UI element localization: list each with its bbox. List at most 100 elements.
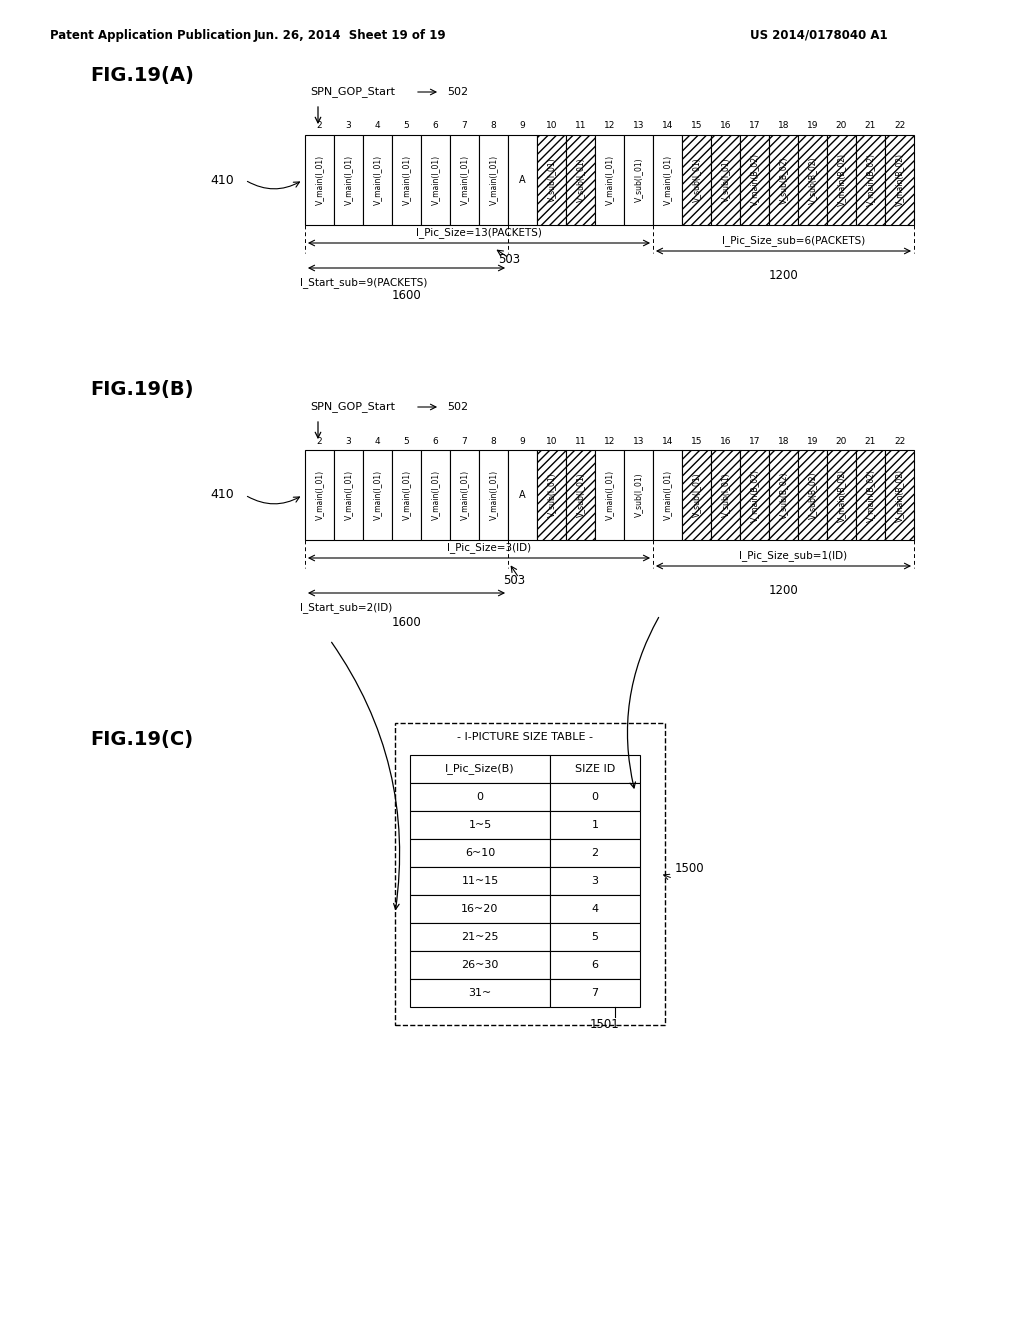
Text: 1500: 1500 xyxy=(675,862,705,875)
Text: V_sub(I_01): V_sub(I_01) xyxy=(721,157,730,202)
Bar xyxy=(392,450,421,540)
Text: 410: 410 xyxy=(210,488,233,502)
Bar xyxy=(550,950,640,979)
Bar xyxy=(885,450,914,540)
Text: FIG.19(A): FIG.19(A) xyxy=(90,66,194,84)
Bar xyxy=(711,135,740,224)
Text: 16: 16 xyxy=(720,121,731,131)
Bar xyxy=(537,450,566,540)
Text: 11~15: 11~15 xyxy=(462,876,499,886)
Text: 18: 18 xyxy=(778,437,790,446)
Text: FIG.19(C): FIG.19(C) xyxy=(90,730,194,750)
Text: V_main(I_01): V_main(I_01) xyxy=(315,154,324,205)
Bar xyxy=(508,450,537,540)
Text: 4: 4 xyxy=(375,121,380,131)
Text: V_main(B_02): V_main(B_02) xyxy=(866,153,874,206)
Text: 2: 2 xyxy=(316,437,323,446)
Text: V_main(I_01): V_main(I_01) xyxy=(663,470,672,520)
Text: I_Pic_Size_sub=6(PACKETS): I_Pic_Size_sub=6(PACKETS) xyxy=(722,235,865,247)
Text: I_Start_sub=2(ID): I_Start_sub=2(ID) xyxy=(300,602,392,614)
Bar xyxy=(769,135,798,224)
Text: SPN_GOP_Start: SPN_GOP_Start xyxy=(310,401,395,412)
Text: 7: 7 xyxy=(592,987,599,998)
Text: V_main(B_02): V_main(B_02) xyxy=(866,469,874,521)
Text: 1200: 1200 xyxy=(769,585,799,598)
Bar xyxy=(410,755,550,783)
Text: V_sub(I_01): V_sub(I_01) xyxy=(692,157,701,202)
Bar xyxy=(682,450,711,540)
Bar xyxy=(362,135,392,224)
Bar xyxy=(410,923,550,950)
Bar xyxy=(740,450,769,540)
Bar xyxy=(305,450,334,540)
Bar xyxy=(410,950,550,979)
Text: - I-PICTURE SIZE TABLE -: - I-PICTURE SIZE TABLE - xyxy=(457,733,593,742)
Text: V_main(I_01): V_main(I_01) xyxy=(460,154,469,205)
Text: 0: 0 xyxy=(476,792,483,803)
Bar xyxy=(305,135,334,224)
Bar xyxy=(334,135,362,224)
Text: 31~: 31~ xyxy=(468,987,492,998)
Bar xyxy=(566,450,595,540)
Text: 13: 13 xyxy=(633,437,644,446)
Bar xyxy=(550,867,640,895)
Bar xyxy=(827,135,856,224)
Text: I_Pic_Size=13(PACKETS): I_Pic_Size=13(PACKETS) xyxy=(416,227,542,239)
Text: 17: 17 xyxy=(749,437,760,446)
Text: 1: 1 xyxy=(592,820,598,830)
Bar xyxy=(798,450,827,540)
Bar xyxy=(856,135,885,224)
Text: 503: 503 xyxy=(498,253,520,267)
Bar xyxy=(450,450,479,540)
Text: 16~20: 16~20 xyxy=(462,904,499,913)
Bar xyxy=(856,450,885,540)
Text: V_sub(B_02): V_sub(B_02) xyxy=(808,471,817,519)
Bar xyxy=(508,135,537,224)
Text: 18: 18 xyxy=(778,121,790,131)
Text: I_Pic_Size(B): I_Pic_Size(B) xyxy=(445,763,515,775)
Text: 21~25: 21~25 xyxy=(461,932,499,942)
Text: 5: 5 xyxy=(403,437,410,446)
Text: V_sub(I_01): V_sub(I_01) xyxy=(692,473,701,517)
Bar xyxy=(682,135,711,224)
Text: V_main(I_01): V_main(I_01) xyxy=(431,470,440,520)
Text: 26~30: 26~30 xyxy=(462,960,499,970)
Text: V_main(B_02): V_main(B_02) xyxy=(750,469,759,521)
Text: 3: 3 xyxy=(346,121,351,131)
Text: 410: 410 xyxy=(210,173,233,186)
Text: V_sub(I_01): V_sub(I_01) xyxy=(547,473,556,517)
Text: V_main(I_01): V_main(I_01) xyxy=(344,470,353,520)
Text: 9: 9 xyxy=(519,437,525,446)
Bar xyxy=(769,450,798,540)
Text: V_sub(I_01): V_sub(I_01) xyxy=(547,157,556,202)
Text: 20: 20 xyxy=(836,121,847,131)
Text: V_main(I_01): V_main(I_01) xyxy=(402,154,411,205)
Text: 20: 20 xyxy=(836,437,847,446)
Text: 11: 11 xyxy=(574,121,587,131)
Text: I_Start_sub=9(PACKETS): I_Start_sub=9(PACKETS) xyxy=(300,277,427,289)
Bar xyxy=(410,810,550,840)
Text: 9: 9 xyxy=(519,121,525,131)
Text: V_main(B_02): V_main(B_02) xyxy=(837,153,846,206)
Text: 3: 3 xyxy=(592,876,598,886)
Bar xyxy=(740,450,769,540)
Text: A: A xyxy=(519,490,525,500)
Bar xyxy=(550,840,640,867)
Text: 502: 502 xyxy=(447,403,468,412)
Bar xyxy=(740,135,769,224)
Text: SPN_GOP_Start: SPN_GOP_Start xyxy=(310,87,395,98)
Bar xyxy=(653,450,682,540)
Text: V_sub(I_01): V_sub(I_01) xyxy=(575,157,585,202)
Text: 12: 12 xyxy=(604,437,615,446)
Text: 502: 502 xyxy=(447,87,468,96)
Text: V_main(I_01): V_main(I_01) xyxy=(460,470,469,520)
Text: V_sub(B_02): V_sub(B_02) xyxy=(808,156,817,203)
Bar xyxy=(827,450,856,540)
Bar xyxy=(885,450,914,540)
Bar xyxy=(410,840,550,867)
Bar xyxy=(410,867,550,895)
Bar xyxy=(711,450,740,540)
Bar xyxy=(769,135,798,224)
Text: 6: 6 xyxy=(432,437,438,446)
Text: 14: 14 xyxy=(662,121,673,131)
